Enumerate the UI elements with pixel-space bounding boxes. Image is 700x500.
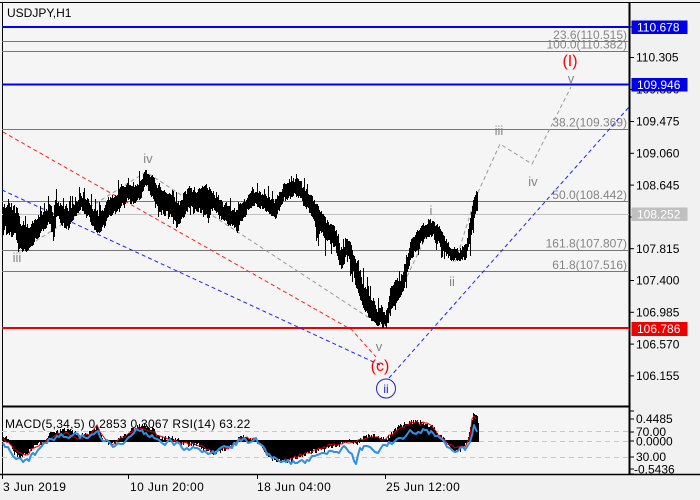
- svg-text:106.570: 106.570: [636, 337, 680, 351]
- svg-text:108.252: 108.252: [637, 208, 681, 222]
- svg-text:iv: iv: [528, 174, 538, 189]
- svg-text:109.946: 109.946: [637, 78, 681, 92]
- svg-text:110.678: 110.678: [637, 21, 680, 35]
- svg-text:106.985: 106.985: [636, 306, 680, 320]
- svg-text:107.400: 107.400: [636, 274, 680, 288]
- svg-text:50.0(108.442): 50.0(108.442): [552, 188, 627, 202]
- svg-text:108.645: 108.645: [636, 178, 680, 192]
- svg-text:161.8(107.807): 161.8(107.807): [546, 237, 627, 251]
- svg-text:109.475: 109.475: [636, 115, 680, 129]
- svg-text:100.0(110.382): 100.0(110.382): [546, 38, 627, 52]
- svg-text:106.786: 106.786: [637, 322, 681, 336]
- svg-text:USDJPY,H1: USDJPY,H1: [7, 6, 72, 20]
- svg-text:i: i: [430, 203, 433, 218]
- svg-text:61.8(107.516): 61.8(107.516): [552, 258, 627, 272]
- svg-text:10 Jun 20:00: 10 Jun 20:00: [130, 480, 204, 494]
- svg-text:110.305: 110.305: [636, 51, 679, 65]
- svg-text:iii: iii: [13, 250, 22, 265]
- svg-text:v: v: [568, 71, 575, 86]
- svg-text:18 Jun 04:00: 18 Jun 04:00: [257, 480, 331, 494]
- svg-text:(I): (I): [562, 53, 577, 70]
- svg-text:ii: ii: [383, 382, 388, 396]
- svg-text:iii: iii: [495, 123, 504, 138]
- svg-text:v: v: [376, 339, 383, 354]
- svg-text:0.0000: 0.0000: [636, 435, 673, 449]
- svg-text:3 Jun 2019: 3 Jun 2019: [3, 480, 66, 494]
- svg-text:(c): (c): [371, 358, 390, 375]
- svg-text:23.6(110.515): 23.6(110.515): [553, 28, 627, 42]
- svg-text:ii: ii: [449, 274, 455, 289]
- svg-text:MACD(5,34,5) 0.2853 0.3067 RSI: MACD(5,34,5) 0.2853 0.3067 RSI(14) 63.22: [5, 417, 251, 431]
- svg-text:107.815: 107.815: [636, 242, 680, 256]
- svg-text:0.4485: 0.4485: [636, 412, 673, 426]
- svg-text:25 Jun 12:00: 25 Jun 12:00: [386, 480, 460, 494]
- svg-text:70.00: 70.00: [636, 425, 666, 439]
- svg-text:38.2(109.369): 38.2(109.369): [552, 116, 627, 130]
- svg-text:30.00: 30.00: [636, 450, 666, 464]
- svg-text:109.060: 109.060: [636, 147, 680, 161]
- svg-text:iv: iv: [143, 151, 153, 166]
- svg-text:106.155: 106.155: [636, 369, 680, 383]
- svg-text:-0.5436: -0.5436: [634, 463, 675, 477]
